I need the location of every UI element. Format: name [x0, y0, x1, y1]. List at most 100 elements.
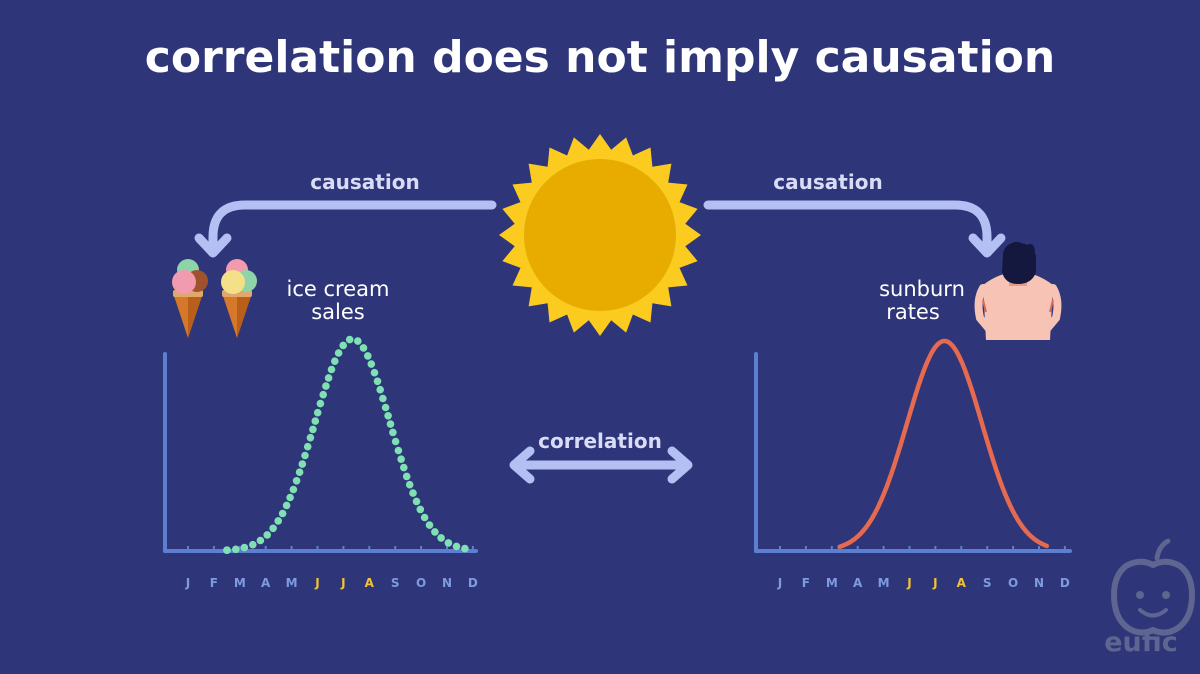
- data-point: [303, 442, 312, 451]
- data-point: [331, 357, 339, 366]
- data-point: [282, 501, 291, 510]
- x-tick-label-2: F: [210, 576, 218, 590]
- data-point: [334, 349, 343, 357]
- data-point: [364, 352, 372, 360]
- data-point: [386, 420, 395, 428]
- x-tick-label-5: M: [878, 576, 890, 590]
- x-tick-label-7: J: [340, 576, 345, 590]
- x-tick-label-2: F: [802, 576, 810, 590]
- data-point: [295, 468, 304, 477]
- x-tick-label-6: J: [906, 576, 911, 590]
- data-point: [309, 425, 317, 434]
- data-point: [301, 451, 309, 460]
- data-point: [345, 335, 354, 344]
- data-point: [376, 385, 385, 394]
- x-tick-label-8: A: [365, 576, 375, 590]
- data-point: [316, 399, 325, 408]
- data-point: [391, 437, 400, 446]
- data-point: [298, 460, 307, 468]
- data-point: [437, 534, 445, 542]
- data-point: [452, 542, 461, 551]
- x-tick-label-9: S: [983, 576, 992, 590]
- data-point: [339, 341, 348, 350]
- data-point: [232, 545, 240, 554]
- causation-label-right: causation: [773, 170, 882, 194]
- causation-arrow-right: [703, 200, 1006, 258]
- ice-cream-cone-icon: [172, 259, 208, 338]
- sunburned-person-icon: [974, 241, 1062, 340]
- data-point: [359, 344, 368, 352]
- correlation-label: correlation: [538, 429, 662, 453]
- data-point: [354, 337, 362, 345]
- data-point: [327, 365, 336, 374]
- x-tick-label-8: A: [957, 576, 967, 590]
- data-point: [384, 412, 392, 420]
- page-title: correlation does not imply causation: [145, 32, 1055, 83]
- data-point: [381, 403, 390, 412]
- data-point: [306, 433, 315, 442]
- data-point: [240, 543, 249, 552]
- x-tick-label-7: J: [932, 576, 937, 590]
- data-point: [274, 517, 283, 525]
- sunburn-rates-label-line2: rates: [886, 300, 940, 324]
- data-point: [402, 472, 411, 481]
- x-tick-label-4: A: [853, 576, 863, 590]
- data-point: [223, 546, 231, 554]
- data-point: [397, 455, 405, 464]
- x-tick-label-6: J: [314, 576, 319, 590]
- x-tick-label-10: O: [416, 576, 426, 590]
- data-point: [412, 497, 421, 506]
- data-point: [313, 408, 322, 417]
- x-tick-label-9: S: [391, 576, 400, 590]
- x-tick-label-5: M: [286, 576, 298, 590]
- x-tick-label-1: J: [777, 576, 782, 590]
- data-point: [278, 509, 287, 518]
- ice-cream-sales-label-line2: sales: [311, 300, 365, 324]
- data-point: [292, 477, 301, 485]
- data-point: [367, 360, 376, 368]
- ice-cream-cone-icon-2: [221, 259, 257, 338]
- data-point: [249, 540, 257, 549]
- data-point: [416, 505, 425, 514]
- sun-icon: [499, 134, 701, 336]
- data-point: [431, 528, 439, 536]
- x-tick-label-12: D: [468, 576, 478, 590]
- data-point: [289, 485, 298, 494]
- x-tick-label-4: A: [261, 576, 271, 590]
- data-point: [322, 382, 330, 390]
- x-tick-label-10: O: [1008, 576, 1018, 590]
- eufic-logo-text: eufic: [1104, 627, 1178, 658]
- ice-cream-sales-label-line1: ice cream: [287, 277, 390, 301]
- data-point: [319, 390, 328, 399]
- sunburn-rates-label-line1: sunburn: [879, 277, 965, 301]
- x-tick-label-3: M: [234, 576, 246, 590]
- causation-label-left: causation: [310, 170, 419, 194]
- data-point: [409, 489, 417, 497]
- data-point: [263, 531, 272, 539]
- correlation-arrow: [509, 446, 693, 484]
- data-point: [389, 428, 397, 437]
- data-point: [286, 493, 294, 502]
- data-point: [256, 536, 265, 545]
- data-point: [461, 544, 469, 553]
- data-point: [311, 417, 320, 425]
- data-point: [400, 463, 408, 472]
- data-point: [425, 521, 434, 529]
- data-point: [324, 374, 333, 382]
- x-tick-label-11: N: [442, 576, 452, 590]
- data-point: [269, 524, 277, 533]
- x-tick-label-12: D: [1060, 576, 1070, 590]
- data-point: [379, 394, 387, 403]
- data-point: [444, 539, 453, 547]
- x-tick-label-11: N: [1034, 576, 1044, 590]
- sun-core: [524, 159, 676, 311]
- data-point: [420, 513, 429, 522]
- series-line: [837, 338, 1050, 550]
- x-tick-label-3: M: [826, 576, 838, 590]
- data-point: [405, 480, 414, 489]
- data-point: [373, 377, 382, 386]
